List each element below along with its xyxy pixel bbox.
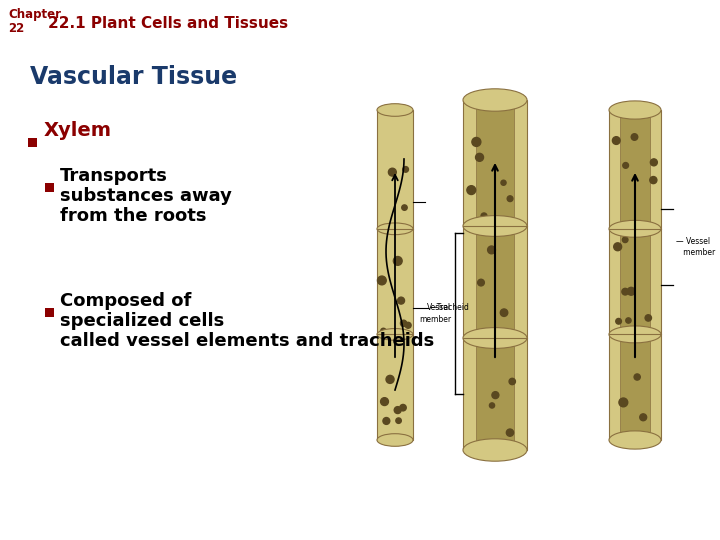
Text: Vascular Tissue: Vascular Tissue	[30, 65, 237, 89]
Circle shape	[481, 213, 487, 219]
Text: Vessel
member: Vessel member	[419, 303, 451, 323]
Polygon shape	[609, 110, 661, 440]
Bar	[28, 138, 37, 147]
Ellipse shape	[609, 101, 661, 119]
Ellipse shape	[377, 328, 413, 340]
Circle shape	[500, 337, 509, 345]
Circle shape	[393, 256, 402, 265]
Circle shape	[400, 404, 406, 411]
Ellipse shape	[609, 431, 661, 449]
Circle shape	[619, 398, 628, 407]
Circle shape	[645, 315, 652, 321]
Circle shape	[395, 407, 401, 414]
Text: Chapter: Chapter	[8, 8, 61, 21]
Ellipse shape	[463, 89, 527, 111]
Circle shape	[381, 397, 389, 406]
Circle shape	[631, 134, 638, 140]
Text: substances away: substances away	[60, 187, 232, 205]
Ellipse shape	[463, 439, 527, 461]
Circle shape	[640, 414, 647, 421]
Circle shape	[501, 180, 506, 185]
Text: 22: 22	[8, 22, 24, 35]
Circle shape	[467, 186, 476, 194]
Circle shape	[396, 418, 401, 423]
Circle shape	[622, 288, 629, 295]
Circle shape	[626, 318, 631, 323]
Ellipse shape	[377, 104, 413, 116]
Circle shape	[627, 287, 635, 295]
Ellipse shape	[377, 223, 413, 235]
Ellipse shape	[609, 220, 661, 237]
Circle shape	[613, 137, 620, 144]
Circle shape	[507, 196, 513, 201]
Text: called vessel elements and tracheids: called vessel elements and tracheids	[60, 332, 434, 350]
Polygon shape	[477, 107, 513, 443]
Circle shape	[383, 417, 390, 424]
Polygon shape	[377, 110, 413, 440]
Circle shape	[388, 168, 396, 176]
Circle shape	[616, 319, 621, 324]
Circle shape	[493, 334, 498, 340]
Circle shape	[634, 374, 640, 380]
Circle shape	[402, 166, 408, 172]
Circle shape	[405, 322, 411, 328]
Ellipse shape	[609, 326, 661, 343]
Text: specialized cells: specialized cells	[60, 312, 224, 330]
Circle shape	[622, 237, 628, 242]
Circle shape	[509, 379, 516, 384]
Circle shape	[475, 153, 484, 161]
Bar	[45, 183, 54, 192]
Circle shape	[477, 279, 485, 286]
Circle shape	[490, 403, 495, 408]
Circle shape	[402, 205, 408, 210]
Ellipse shape	[463, 328, 527, 348]
Circle shape	[506, 429, 513, 436]
Circle shape	[386, 375, 394, 383]
Circle shape	[649, 177, 657, 184]
Text: 22.1 Plant Cells and Tissues: 22.1 Plant Cells and Tissues	[48, 16, 288, 31]
Polygon shape	[463, 100, 527, 450]
Circle shape	[397, 297, 405, 304]
Polygon shape	[620, 117, 650, 434]
Text: from the roots: from the roots	[60, 207, 207, 225]
Circle shape	[377, 276, 386, 285]
Text: Xylem: Xylem	[44, 121, 112, 140]
Circle shape	[500, 309, 508, 316]
Circle shape	[623, 163, 629, 168]
Circle shape	[613, 243, 621, 251]
Text: Composed of: Composed of	[60, 292, 192, 310]
Circle shape	[400, 320, 407, 327]
Bar	[45, 308, 54, 317]
Text: — Vessel
   member: — Vessel member	[676, 237, 715, 257]
Text: Transports: Transports	[60, 167, 168, 185]
Circle shape	[487, 246, 495, 254]
Circle shape	[381, 328, 386, 334]
Circle shape	[472, 138, 481, 146]
Circle shape	[650, 159, 657, 166]
Ellipse shape	[463, 215, 527, 237]
Text: —Tracheid: —Tracheid	[430, 303, 470, 313]
Ellipse shape	[377, 434, 413, 446]
Circle shape	[492, 392, 499, 399]
